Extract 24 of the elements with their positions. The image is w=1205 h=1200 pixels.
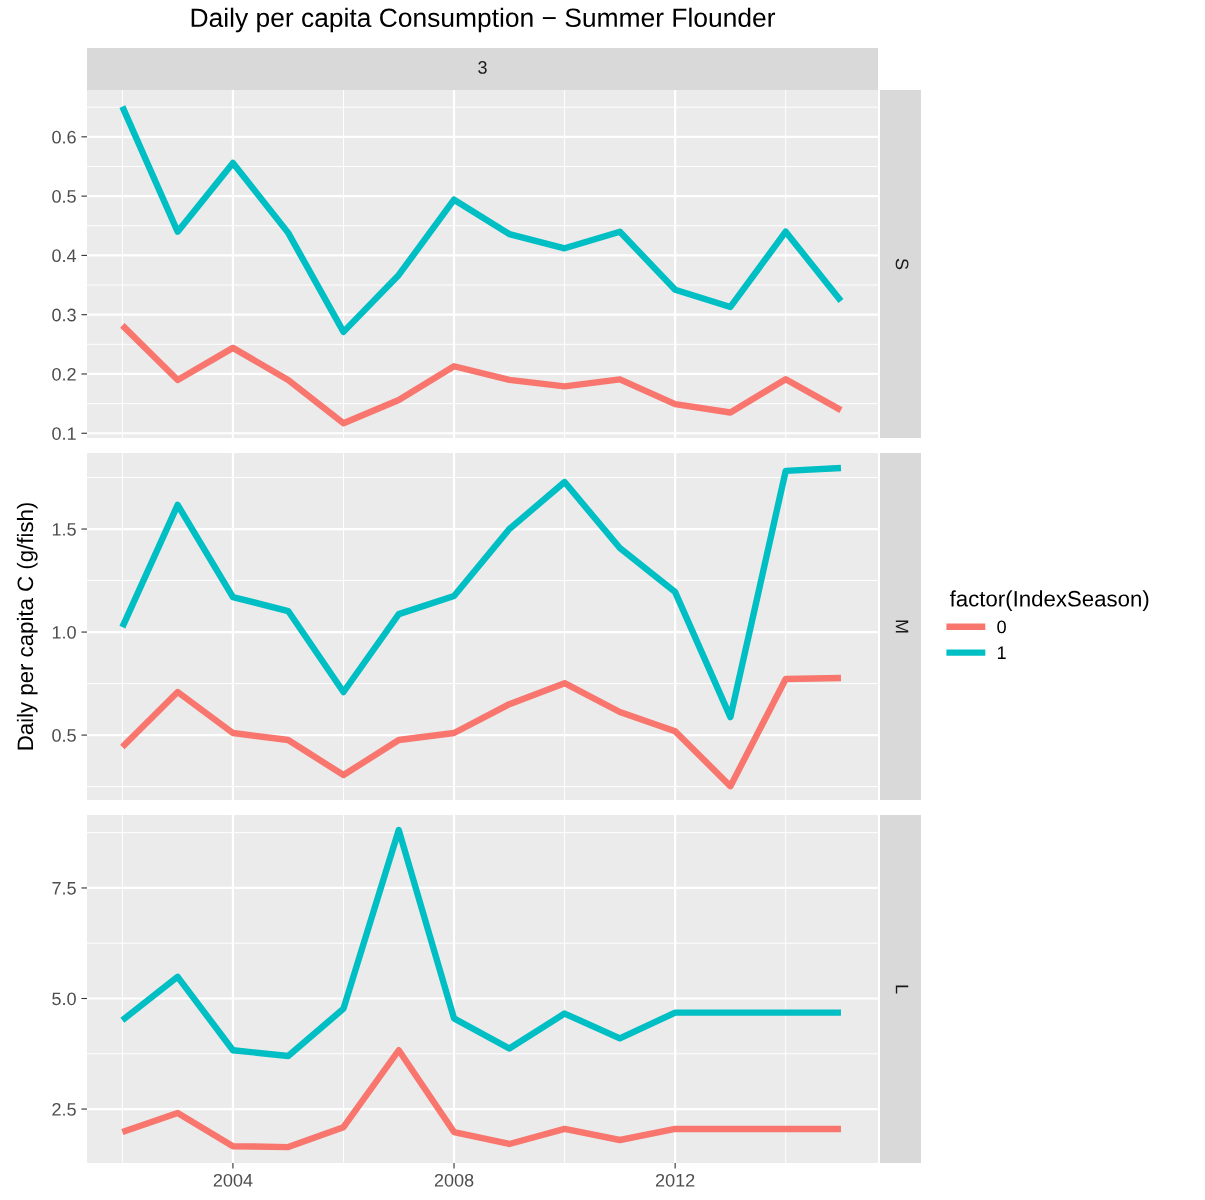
- y-tick-label: 1.0: [52, 626, 76, 639]
- chart-title: Daily per capita Consumption − Summer Flounder: [191, 7, 776, 33]
- y-tick-label: 0.2: [52, 367, 76, 381]
- y-tick-label: 7.5: [52, 882, 76, 895]
- legend-label: 1: [997, 646, 1006, 659]
- y-tick-label: 0.5: [52, 190, 76, 203]
- chart-subtitle: 3: [478, 61, 487, 74]
- y-tick-label: 0.4: [52, 249, 77, 263]
- y-tick-label: 0.3: [52, 308, 76, 322]
- y-tick-label: 0.6: [52, 130, 76, 144]
- x-tick-label: 2008: [434, 1173, 474, 1187]
- x-tick-label: 2004: [213, 1173, 253, 1187]
- y-tick-label: 1.5: [52, 523, 76, 536]
- y-tick-label: 5.0: [52, 992, 76, 1006]
- text: S: [895, 258, 909, 270]
- x-tick-label: 2012: [655, 1173, 695, 1187]
- y-tick-label: 2.5: [52, 1102, 76, 1116]
- y-axis-title: Daily per capita C (g/fish): [16, 503, 38, 750]
- legend-title: factor(IndexSeason): [949, 590, 1149, 611]
- y-tick-label: 0.5: [52, 729, 76, 742]
- y-tick-label: 0.1: [52, 427, 76, 440]
- text: L: [895, 985, 909, 994]
- text: M: [895, 620, 909, 633]
- legend-label: 0: [997, 620, 1006, 634]
